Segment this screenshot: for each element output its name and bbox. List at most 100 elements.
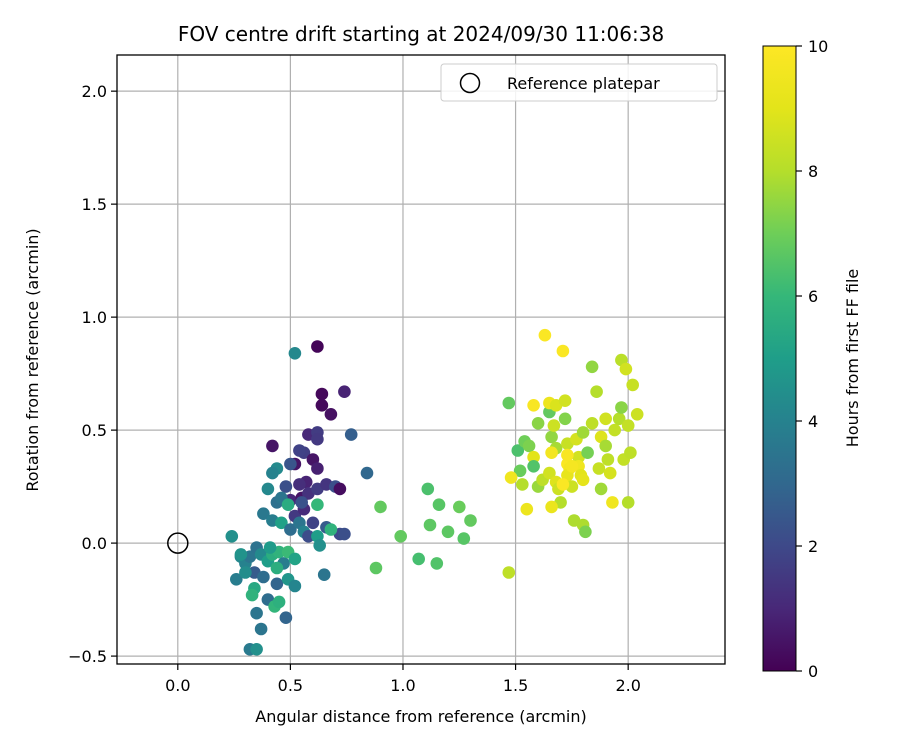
legend-label: Reference platepar bbox=[507, 74, 660, 93]
y-tick-label: 0.0 bbox=[82, 534, 107, 553]
scatter-point bbox=[311, 498, 324, 512]
scatter-point bbox=[527, 450, 540, 464]
colorbar-ticks: 0 2 4 6 8 10 bbox=[796, 37, 828, 681]
scatter-point bbox=[594, 482, 608, 496]
x-tick-label: 0.0 bbox=[165, 676, 190, 695]
scatter-point bbox=[421, 482, 435, 496]
scatter-point bbox=[527, 399, 540, 412]
scatter-point bbox=[590, 385, 603, 399]
scatter-point bbox=[502, 396, 516, 410]
colorbar-tick-label: 0 bbox=[808, 662, 818, 681]
y-tick-label: −0.5 bbox=[68, 647, 107, 666]
scatter-point bbox=[333, 482, 347, 496]
plot-frame bbox=[116, 54, 726, 665]
scatter-point bbox=[624, 446, 637, 460]
scatter-point bbox=[306, 516, 320, 530]
scatter-point bbox=[374, 500, 387, 514]
scatter-point bbox=[239, 566, 252, 579]
scatter-point bbox=[311, 462, 324, 475]
scatter-point bbox=[245, 588, 259, 602]
legend: Reference platepar bbox=[440, 63, 718, 102]
scatter-point bbox=[545, 446, 558, 460]
scatter-point bbox=[511, 444, 525, 457]
scatter-point bbox=[230, 573, 243, 586]
colorbar-label: Hours from first FF file bbox=[843, 269, 862, 448]
scatter-point bbox=[603, 466, 617, 480]
legend-box bbox=[440, 63, 718, 102]
scatter-point bbox=[457, 532, 471, 545]
scatter-point bbox=[338, 527, 351, 541]
scatter-point bbox=[558, 394, 572, 408]
data-points bbox=[225, 328, 644, 656]
scatter-point bbox=[527, 460, 540, 473]
scatter-point bbox=[579, 525, 592, 539]
scatter-point bbox=[234, 548, 248, 561]
scatter-point bbox=[412, 552, 426, 566]
scatter-point bbox=[621, 419, 635, 432]
scatter-point bbox=[621, 496, 635, 509]
scatter-point bbox=[257, 507, 270, 520]
legend-reference-marker bbox=[459, 72, 481, 94]
scatter-point bbox=[599, 412, 612, 426]
colorbar-tick-label: 4 bbox=[808, 412, 818, 431]
scatter-point bbox=[561, 448, 574, 462]
scatter-point bbox=[270, 577, 284, 591]
reference-platepar-marker bbox=[167, 532, 189, 554]
scatter-point bbox=[520, 502, 534, 516]
scatter-point bbox=[619, 362, 633, 376]
scatter-point bbox=[558, 412, 572, 426]
chart-title: FOV centre drift starting at 2024/09/30 … bbox=[178, 22, 664, 46]
scatter-point bbox=[585, 360, 599, 374]
scatter-point bbox=[556, 344, 570, 358]
scatter-point bbox=[288, 552, 302, 566]
scatter-point bbox=[576, 426, 590, 439]
scatter-point bbox=[275, 516, 288, 530]
scatter-point bbox=[585, 417, 599, 430]
scatter-point bbox=[311, 340, 324, 353]
scatter-point bbox=[311, 432, 324, 446]
scatter-point bbox=[545, 500, 558, 514]
scatter-point bbox=[608, 423, 621, 437]
colorbar-tick-label: 10 bbox=[808, 37, 828, 56]
scatter-point bbox=[453, 500, 466, 514]
scatter-point bbox=[257, 570, 270, 584]
scatter-point bbox=[581, 446, 594, 460]
scatter-point bbox=[576, 473, 590, 487]
y-axis-label: Rotation from reference (arcmin) bbox=[23, 228, 42, 491]
grid bbox=[117, 55, 725, 664]
scatter-point bbox=[516, 478, 529, 491]
scatter-point bbox=[599, 439, 612, 453]
scatter-point bbox=[270, 561, 284, 575]
scatter-point bbox=[522, 439, 536, 453]
scatter-point bbox=[423, 518, 437, 532]
x-tick-label: 1.0 bbox=[390, 676, 415, 695]
scatter-point bbox=[369, 561, 383, 575]
y-axis: −0.5 0.0 0.5 1.0 1.5 2.0 bbox=[68, 82, 117, 666]
x-tick-label: 1.5 bbox=[503, 676, 528, 695]
scatter-point bbox=[250, 643, 263, 656]
scatter-point bbox=[317, 568, 331, 581]
scatter-point bbox=[545, 430, 558, 444]
scatter-point bbox=[281, 498, 295, 512]
x-axis-label: Angular distance from reference (arcmin) bbox=[255, 707, 586, 726]
colorbar-gradient bbox=[762, 45, 797, 672]
x-tick-label: 2.0 bbox=[615, 676, 640, 695]
scatter-point bbox=[272, 595, 286, 609]
scatter-point bbox=[313, 539, 327, 552]
scatter-point bbox=[263, 541, 277, 554]
scatter-point bbox=[531, 417, 545, 430]
scatter-point bbox=[293, 478, 306, 491]
colorbar-tick-label: 6 bbox=[808, 287, 818, 306]
scatter-point bbox=[606, 496, 619, 509]
scatter-point bbox=[302, 530, 315, 543]
scatter-point bbox=[254, 622, 268, 636]
scatter-point bbox=[266, 439, 279, 453]
scatter-point bbox=[324, 523, 338, 536]
scatter-point bbox=[261, 482, 275, 496]
y-tick-label: 1.0 bbox=[82, 308, 107, 327]
scatter-point bbox=[284, 523, 297, 536]
scatter-point bbox=[513, 464, 527, 478]
scatter-point bbox=[293, 444, 306, 457]
scatter-point bbox=[394, 530, 408, 543]
